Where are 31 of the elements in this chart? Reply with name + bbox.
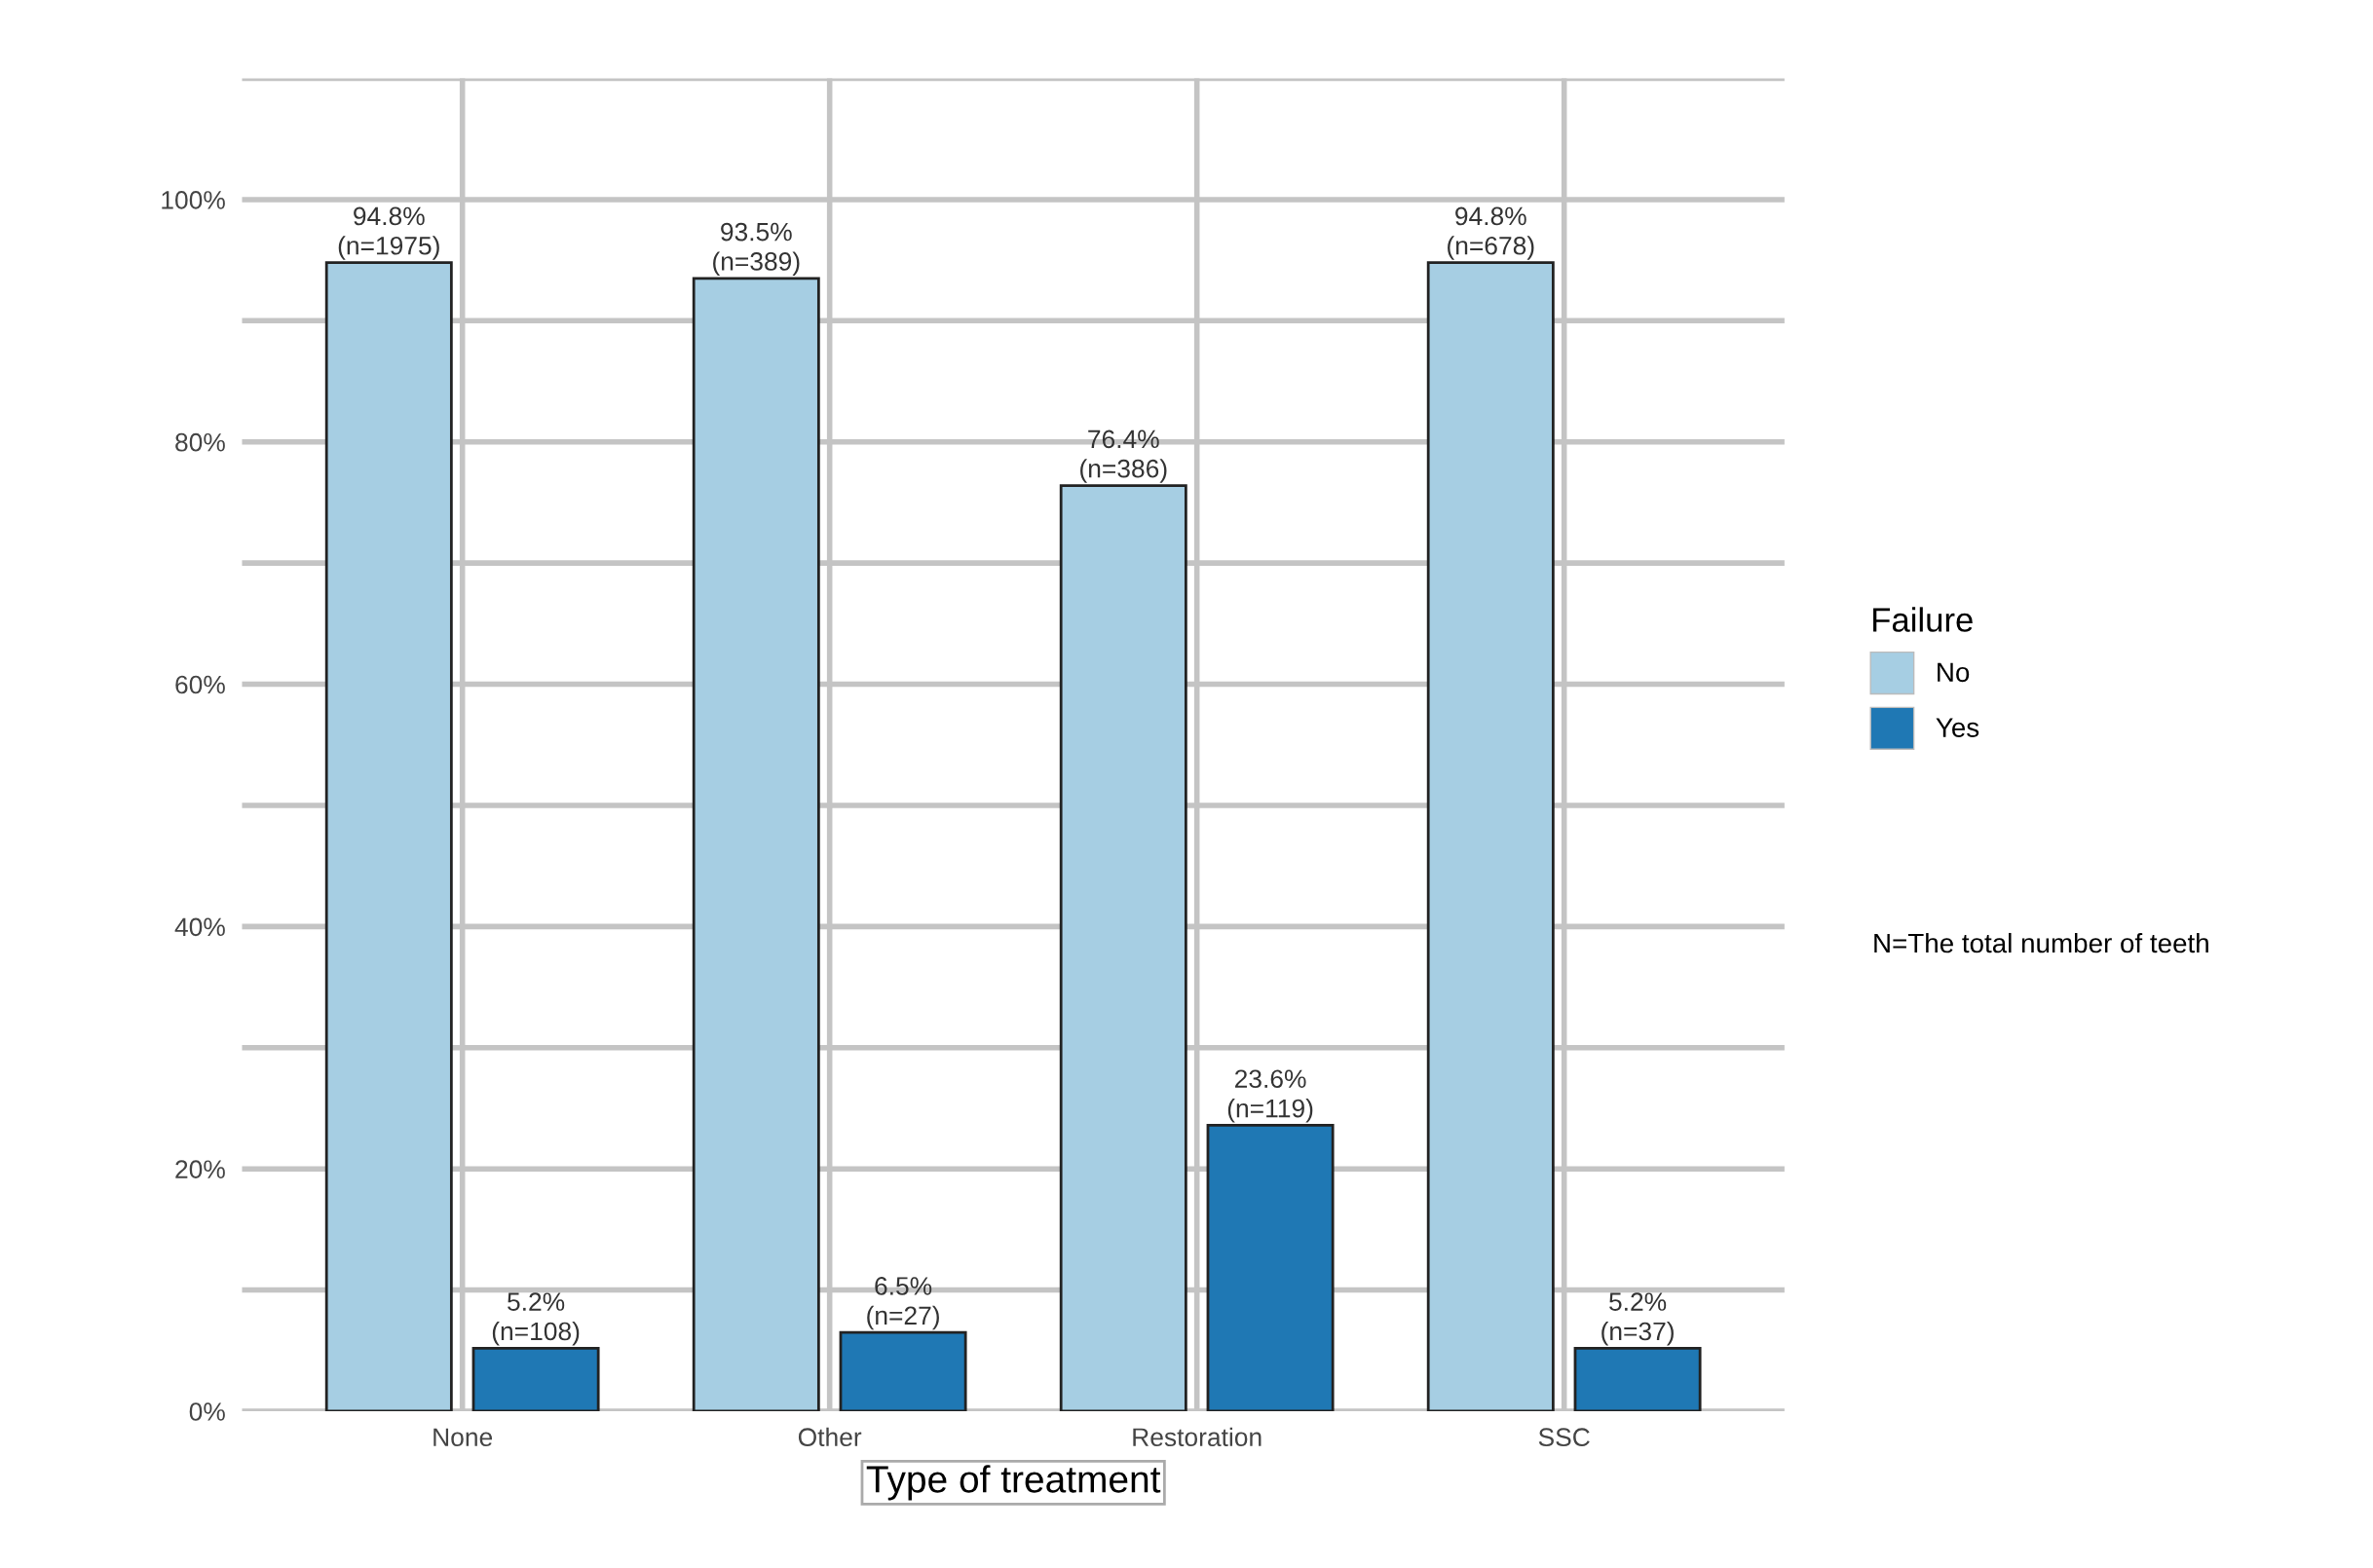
x-tick-label: Restoration — [1133, 1427, 1262, 1447]
y-tick-label: 100% — [162, 191, 225, 209]
y-tick-label: 40% — [174, 917, 225, 937]
bar — [839, 1330, 967, 1411]
legend-title: Failure — [1873, 607, 1973, 632]
data-label: 94.8% (n=678) — [1448, 206, 1534, 260]
bar — [1573, 1346, 1702, 1411]
x-axis-title: Type of treatment — [866, 1465, 1161, 1501]
bar — [1426, 261, 1555, 1411]
legend-label: Yes — [1936, 718, 1979, 737]
y-tick-label: 20% — [175, 1160, 225, 1178]
data-label: 5.2% (n=108) — [492, 1292, 580, 1346]
bar — [692, 277, 820, 1411]
x-tick-label: None — [433, 1428, 493, 1447]
text: N=The total number of teeth — [1874, 932, 2208, 953]
bar — [1059, 484, 1187, 1411]
data-label: 93.5% (n=389) — [713, 222, 800, 276]
x-tick-label: SSC — [1538, 1428, 1590, 1447]
legend-label: No — [1938, 662, 1970, 683]
bar — [471, 1346, 600, 1411]
bar — [324, 261, 453, 1411]
data-label: 5.2% (n=37) — [1601, 1292, 1674, 1346]
y-tick-label: 60% — [175, 675, 225, 694]
data-label: 76.4% (n=386) — [1080, 429, 1167, 483]
data-label: 94.8% (n=1975) — [338, 206, 439, 260]
y-tick-label: 80% — [175, 432, 225, 452]
bar — [1206, 1124, 1335, 1411]
x-tick-label: Other — [798, 1427, 862, 1447]
y-tick-label: 0% — [189, 1402, 225, 1421]
data-label: 23.6% (n=119) — [1227, 1069, 1313, 1123]
data-label: 6.5% (n=27) — [867, 1277, 939, 1330]
